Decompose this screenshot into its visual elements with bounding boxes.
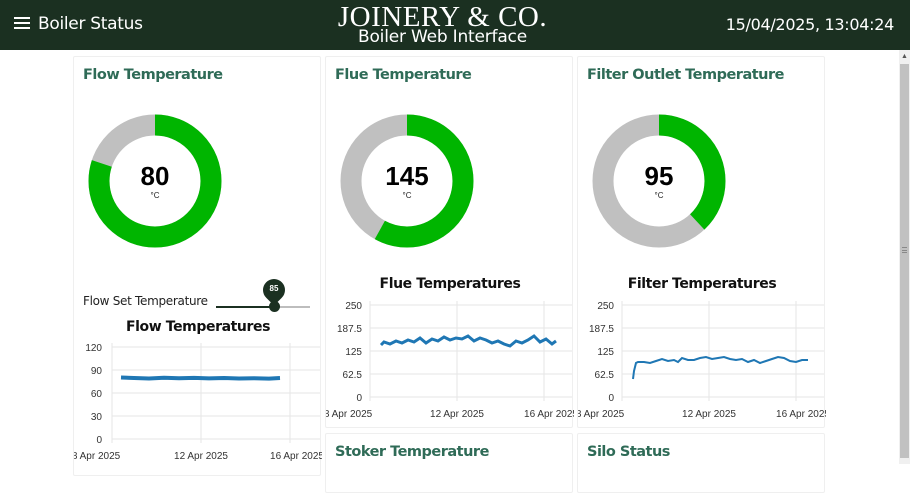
y-tick: 0 [96, 435, 102, 446]
gauge-value: 80 [140, 161, 170, 191]
card-title: Flue Temperature [335, 67, 472, 83]
y-tick: 250 [345, 301, 362, 312]
card-title: Filter Outlet Temperature [587, 67, 784, 83]
x-tick: 12 Apr 2025 [174, 451, 228, 462]
y-tick: 62.5 [595, 370, 615, 381]
grip-icon [902, 247, 907, 253]
page-title: Boiler Status [38, 14, 143, 34]
brand-name: JOINERY & CO. [337, 1, 548, 33]
chart-title: Flow Temperatures [125, 319, 271, 335]
filter-temperatures-chart: Filter Temperatures 250 187.5 125 62.5 0… [578, 271, 826, 421]
chart-plot: 250 187.5 125 62.5 0 8 Apr 2025 12 Apr 2… [326, 301, 574, 420]
filter-outlet-temperature-card: Filter Outlet Temperature 95 °C Filter T… [577, 56, 826, 428]
x-tick: 12 Apr 2025 [430, 409, 484, 420]
y-tick: 0 [608, 393, 614, 404]
datetime-display: 15/04/2025, 13:04:24 [725, 15, 895, 34]
flow-temperature-series [120, 375, 281, 381]
x-tick: 8 Apr 2025 [578, 409, 625, 420]
scrollbar-thumb[interactable] [900, 64, 909, 458]
card-title: Stoker Temperature [335, 444, 489, 460]
flow-temperatures-chart: Flow Temperatures 120 90 60 30 0 8 Apr 2… [74, 317, 322, 467]
scroll-up-arrow-icon[interactable]: ▲ [901, 53, 908, 60]
brand-logo: JOINERY & CO. Boiler Web Interface [300, 2, 585, 46]
flow-temperature-card: Flow Temperature 80 °C Flow Set Temperat… [73, 56, 322, 476]
chart-plot: 120 90 60 30 0 8 Apr 2025 12 Apr 2025 16… [74, 343, 322, 462]
gauge-unit: °C [402, 191, 412, 200]
card-title: Silo Status [587, 444, 670, 460]
gauge-ring [88, 114, 222, 248]
vertical-scrollbar[interactable]: ▲ [899, 50, 910, 464]
slider-thumb[interactable] [269, 301, 280, 312]
app-header: Boiler Status JOINERY & CO. Boiler Web I… [0, 0, 910, 50]
x-tick: 16 Apr 2025 [524, 409, 574, 420]
gauge-unit: °C [654, 191, 664, 200]
flue-temperature-series [379, 334, 557, 348]
x-tick: 16 Apr 2025 [270, 451, 322, 462]
gauge-value: 145 [385, 161, 429, 191]
flow-set-temperature-slider-row: Flow Set Temperature 85 [74, 271, 322, 312]
slider-label: Flow Set Temperature [83, 294, 208, 308]
chart-title: Flue Temperatures [379, 276, 521, 292]
flue-temperatures-chart: Flue Temperatures 250 187.5 125 62.5 0 8… [326, 271, 574, 421]
x-tick: 12 Apr 2025 [682, 409, 736, 420]
flow-temperature-gauge: 80 °C [88, 114, 222, 248]
y-tick: 60 [91, 389, 103, 400]
y-tick: 0 [356, 393, 362, 404]
y-tick: 30 [91, 412, 103, 423]
gauge-unit: °C [150, 191, 160, 200]
stoker-temperature-card: Stoker Temperature [325, 433, 573, 493]
x-tick: 8 Apr 2025 [74, 451, 121, 462]
y-tick: 120 [85, 343, 102, 354]
y-tick: 187.5 [589, 324, 614, 335]
slider-value-label: 85 [269, 284, 279, 293]
chart-plot: 250 187.5 125 62.5 0 8 Apr 2025 12 Apr 2… [578, 301, 826, 420]
y-tick: 125 [597, 347, 614, 358]
y-tick: 125 [345, 347, 362, 358]
silo-status-card: Silo Status [577, 433, 825, 493]
filter-outlet-temperature-gauge: 95 °C [592, 114, 726, 248]
x-tick: 16 Apr 2025 [776, 409, 826, 420]
gauge-ring [340, 114, 474, 248]
y-tick: 250 [597, 301, 614, 312]
flue-temperature-card: Flue Temperature 145 °C Flue Temperature… [325, 56, 574, 428]
flow-set-temperature-slider[interactable]: 85 [216, 274, 310, 312]
y-tick: 187.5 [337, 324, 362, 335]
y-tick: 90 [91, 366, 103, 377]
hamburger-menu-icon[interactable] [14, 17, 30, 31]
y-tick: 62.5 [343, 370, 363, 381]
slider-fill [216, 306, 274, 308]
flue-temperature-gauge: 145 °C [340, 114, 474, 248]
x-tick: 8 Apr 2025 [326, 409, 373, 420]
brand-subtitle: Boiler Web Interface [358, 27, 527, 47]
filter-temperature-series [632, 355, 808, 380]
card-title: Flow Temperature [83, 67, 223, 83]
gauge-value: 95 [644, 161, 674, 191]
chart-title: Filter Temperatures [627, 276, 777, 292]
gauge-ring [592, 114, 726, 248]
